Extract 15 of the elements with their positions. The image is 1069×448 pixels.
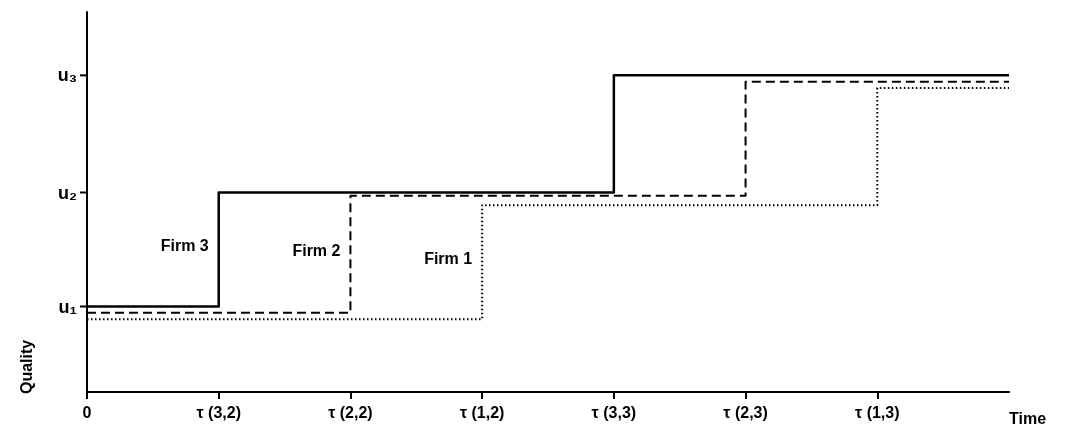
x-tick-label: τ (2,2) — [328, 403, 373, 421]
x-tick-label: τ (3,3) — [591, 403, 637, 421]
x-tick-label: 0 — [82, 403, 92, 421]
x-tick-label: τ (1,2) — [459, 403, 505, 421]
x-tick-label: τ (3,2) — [196, 403, 241, 421]
x-axis-title: Time — [1009, 409, 1047, 427]
y-axis-title: Quality — [17, 339, 35, 394]
text: u₃ — [57, 65, 77, 86]
series-label: Firm 1 — [424, 249, 473, 267]
text: u₁ — [58, 296, 77, 317]
text: u₂ — [58, 182, 77, 203]
series-label: Firm 3 — [160, 237, 209, 254]
x-tick-label: τ (2,3) — [723, 403, 768, 421]
series-label: Firm 2 — [292, 241, 341, 259]
x-tick-label: τ (1,3) — [855, 403, 900, 421]
